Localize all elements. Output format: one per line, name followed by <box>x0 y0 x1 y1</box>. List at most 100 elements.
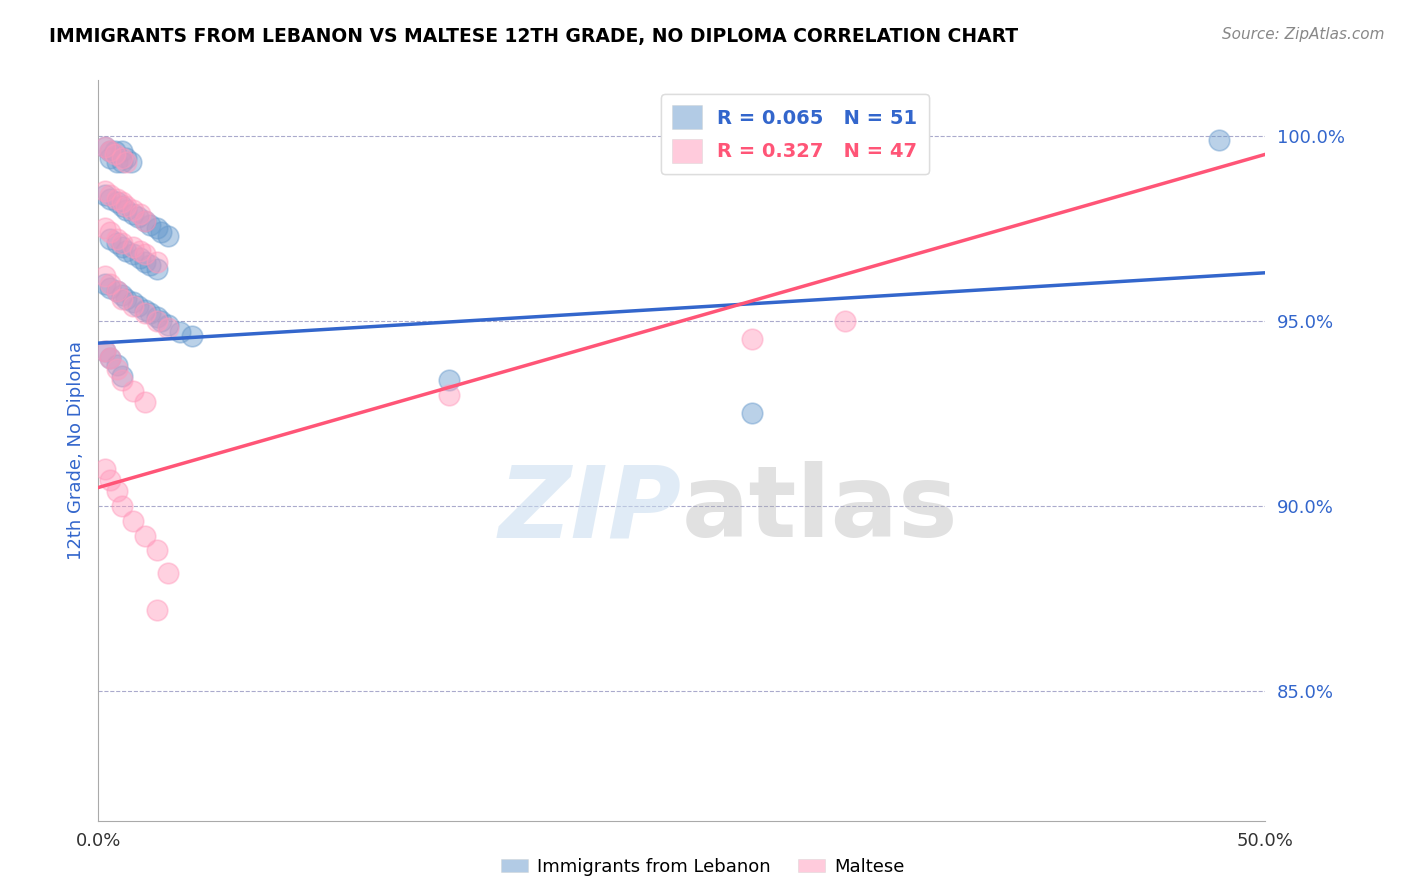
Point <box>129 251 152 265</box>
Point <box>437 373 460 387</box>
Point <box>146 314 169 328</box>
Point <box>98 277 121 291</box>
Point <box>111 195 134 210</box>
Point <box>105 195 128 210</box>
Text: atlas: atlas <box>682 461 959 558</box>
Point <box>115 199 138 213</box>
Point <box>111 199 134 213</box>
Point <box>98 280 121 294</box>
Point <box>105 192 128 206</box>
Point <box>98 351 121 365</box>
Point <box>111 240 134 254</box>
Point <box>98 473 121 487</box>
Point <box>134 528 156 542</box>
Point <box>98 225 121 239</box>
Point <box>180 328 202 343</box>
Point <box>94 269 117 284</box>
Point <box>169 325 191 339</box>
Text: ZIP: ZIP <box>499 461 682 558</box>
Point <box>134 254 156 268</box>
Point <box>115 154 138 169</box>
Point <box>105 285 128 299</box>
Point <box>115 244 138 258</box>
Point <box>94 188 117 202</box>
Point <box>741 406 763 420</box>
Point <box>111 236 134 251</box>
Point <box>105 359 128 373</box>
Point <box>98 192 121 206</box>
Point <box>437 388 460 402</box>
Point <box>146 221 169 235</box>
Point <box>122 295 145 310</box>
Text: IMMIGRANTS FROM LEBANON VS MALTESE 12TH GRADE, NO DIPLOMA CORRELATION CHART: IMMIGRANTS FROM LEBANON VS MALTESE 12TH … <box>49 27 1018 45</box>
Point <box>94 343 117 358</box>
Point <box>111 373 134 387</box>
Point <box>105 285 128 299</box>
Point <box>105 232 128 246</box>
Point <box>134 247 156 261</box>
Point <box>98 144 121 158</box>
Point <box>139 306 162 320</box>
Point <box>122 247 145 261</box>
Point <box>98 188 121 202</box>
Point <box>98 232 121 246</box>
Point <box>150 314 173 328</box>
Legend: R = 0.065   N = 51, R = 0.327   N = 47: R = 0.065 N = 51, R = 0.327 N = 47 <box>661 94 929 174</box>
Point <box>122 299 145 313</box>
Text: Source: ZipAtlas.com: Source: ZipAtlas.com <box>1222 27 1385 42</box>
Point <box>150 225 173 239</box>
Point <box>122 240 145 254</box>
Point <box>105 236 128 251</box>
Point <box>146 602 169 616</box>
Point <box>111 288 134 302</box>
Point <box>111 154 134 169</box>
Point <box>146 254 169 268</box>
Point <box>98 151 121 165</box>
Point <box>111 151 134 165</box>
Point <box>111 144 134 158</box>
Point <box>98 351 121 365</box>
Point <box>134 395 156 409</box>
Point <box>94 221 117 235</box>
Point <box>157 228 180 243</box>
Point <box>105 154 128 169</box>
Point <box>134 214 156 228</box>
Point <box>115 151 138 165</box>
Point <box>157 566 180 580</box>
Point <box>146 543 169 558</box>
Point <box>139 258 162 272</box>
Point <box>127 299 149 313</box>
Point <box>157 318 180 332</box>
Point <box>94 343 117 358</box>
Point <box>122 384 145 399</box>
Point <box>111 292 134 306</box>
Legend: Immigrants from Lebanon, Maltese: Immigrants from Lebanon, Maltese <box>494 851 912 883</box>
Point <box>134 302 156 317</box>
Point <box>94 462 117 476</box>
Point <box>94 140 117 154</box>
Point <box>129 206 152 220</box>
Point <box>122 206 145 220</box>
Point <box>146 262 169 277</box>
Point <box>94 184 117 198</box>
Point <box>105 362 128 376</box>
Point <box>104 144 127 158</box>
Point <box>120 154 142 169</box>
Point <box>134 306 156 320</box>
Point <box>134 214 156 228</box>
Point <box>146 310 169 325</box>
Point <box>1208 132 1230 146</box>
Y-axis label: 12th Grade, No Diploma: 12th Grade, No Diploma <box>66 341 84 560</box>
Point <box>157 321 180 335</box>
Point <box>115 202 138 217</box>
Point <box>111 369 134 384</box>
Point <box>127 211 149 225</box>
Point <box>94 277 117 291</box>
Point <box>834 314 856 328</box>
Point <box>122 514 145 528</box>
Point <box>122 202 145 217</box>
Point <box>105 484 128 499</box>
Point <box>129 244 152 258</box>
Point <box>98 144 121 158</box>
Point <box>94 140 117 154</box>
